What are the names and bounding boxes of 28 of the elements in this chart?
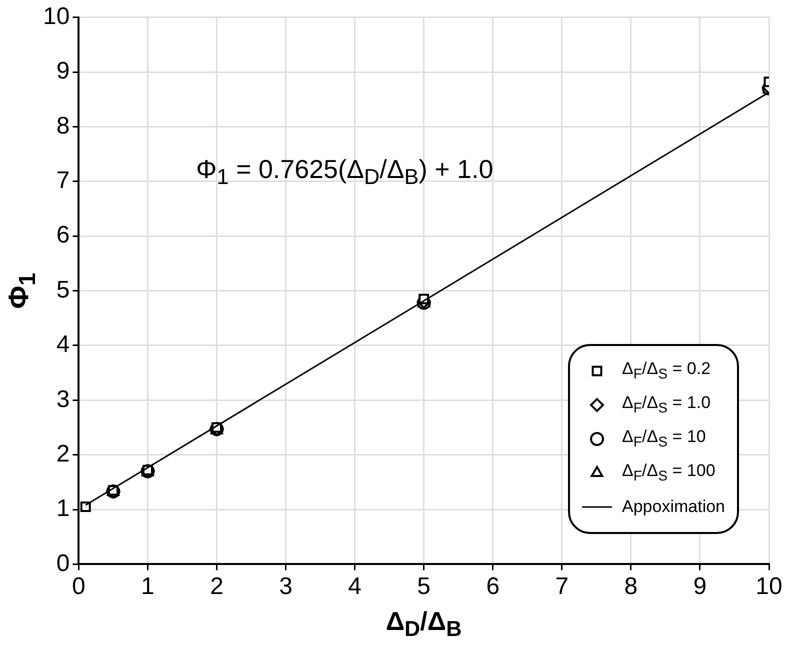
x-tick-label: 3 — [279, 573, 292, 600]
y-tick-label: 8 — [56, 112, 70, 140]
annotation: Φ$_{1}$ = 0.7625(Δ$_{D}$/Δ$_{B}$) + 1.0 — [196, 154, 494, 190]
y-tick-label: 4 — [56, 331, 70, 358]
legend-label: Δ$_{F}$/Δ$_{S}$ = 100 — [622, 461, 716, 485]
legend-label: Δ$_{F}$/Δ$_{S}$ = 0.2 — [622, 359, 711, 383]
y-tick-label: 9 — [56, 58, 70, 85]
legend-label: Δ$_{F}$/Δ$_{S}$ = 10 — [622, 427, 706, 451]
y-tick-label: 10 — [42, 3, 70, 30]
x-tick-label: 8 — [624, 573, 638, 600]
legend-label: Δ$_{F}$/Δ$_{S}$ = 1.0 — [622, 393, 711, 417]
y-tick-label: 1 — [56, 495, 70, 522]
x-tick-label: 9 — [693, 573, 707, 600]
x-tick-label: 7 — [555, 573, 569, 600]
legend-label: Appoximation — [622, 497, 726, 518]
x-tick-label: 2 — [210, 573, 224, 600]
y-tick-label: 6 — [56, 222, 70, 249]
y-tick-label: 2 — [56, 440, 70, 468]
x-tick-label: 10 — [756, 573, 782, 600]
x-tick-label: 5 — [417, 573, 431, 600]
y-tick-label: 7 — [56, 167, 70, 194]
y-tick-label: 3 — [56, 386, 70, 413]
y-tick-label: 0 — [56, 550, 70, 577]
x-axis-title: Δ$_{D}$/Δ$_{B}$ — [386, 606, 462, 642]
y-tick-label: 5 — [56, 276, 70, 304]
x-tick-label: 6 — [486, 573, 500, 600]
x-tick-label: 1 — [141, 573, 154, 600]
x-tick-label: 4 — [348, 573, 362, 600]
